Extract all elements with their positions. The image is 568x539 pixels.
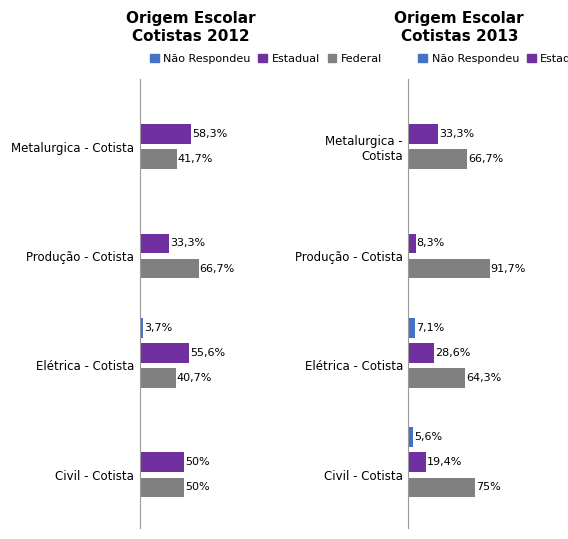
- Bar: [140, 478, 184, 497]
- Title: Origem Escolar
Cotistas 2013: Origem Escolar Cotistas 2013: [394, 11, 524, 44]
- Text: 33,3%: 33,3%: [439, 129, 474, 139]
- Text: 33,3%: 33,3%: [170, 238, 205, 248]
- Text: 64,3%: 64,3%: [466, 373, 502, 383]
- Bar: [140, 125, 191, 144]
- Bar: [408, 125, 438, 144]
- Text: 3,7%: 3,7%: [144, 323, 172, 333]
- Bar: [140, 452, 184, 472]
- Bar: [140, 318, 143, 337]
- Bar: [408, 233, 416, 253]
- Text: 5,6%: 5,6%: [414, 432, 442, 442]
- Bar: [140, 259, 199, 279]
- Bar: [140, 149, 177, 169]
- Text: 28,6%: 28,6%: [435, 348, 470, 358]
- Text: 75%: 75%: [475, 482, 500, 493]
- Text: 55,6%: 55,6%: [190, 348, 225, 358]
- Bar: [408, 478, 475, 497]
- Text: 7,1%: 7,1%: [416, 323, 444, 333]
- Bar: [408, 149, 467, 169]
- Text: 8,3%: 8,3%: [417, 238, 445, 248]
- Title: Origem Escolar
Cotistas 2012: Origem Escolar Cotistas 2012: [126, 11, 255, 44]
- Bar: [408, 427, 414, 447]
- Text: 66,7%: 66,7%: [199, 264, 235, 274]
- Text: 41,7%: 41,7%: [177, 154, 213, 164]
- Text: 50%: 50%: [185, 457, 210, 467]
- Bar: [408, 368, 465, 388]
- Text: 19,4%: 19,4%: [427, 457, 462, 467]
- Bar: [408, 452, 425, 472]
- Text: 66,7%: 66,7%: [468, 154, 504, 164]
- Bar: [408, 343, 434, 363]
- Legend: Não Respondeu, Estadual, Federal: Não Respondeu, Estadual, Federal: [414, 49, 568, 68]
- Text: 91,7%: 91,7%: [490, 264, 526, 274]
- Text: 58,3%: 58,3%: [192, 129, 227, 139]
- Bar: [140, 368, 176, 388]
- Bar: [140, 343, 189, 363]
- Bar: [408, 259, 490, 279]
- Text: 40,7%: 40,7%: [177, 373, 212, 383]
- Bar: [408, 318, 415, 337]
- Bar: [140, 233, 169, 253]
- Text: 50%: 50%: [185, 482, 210, 493]
- Legend: Não Respondeu, Estadual, Federal: Não Respondeu, Estadual, Federal: [145, 49, 387, 68]
